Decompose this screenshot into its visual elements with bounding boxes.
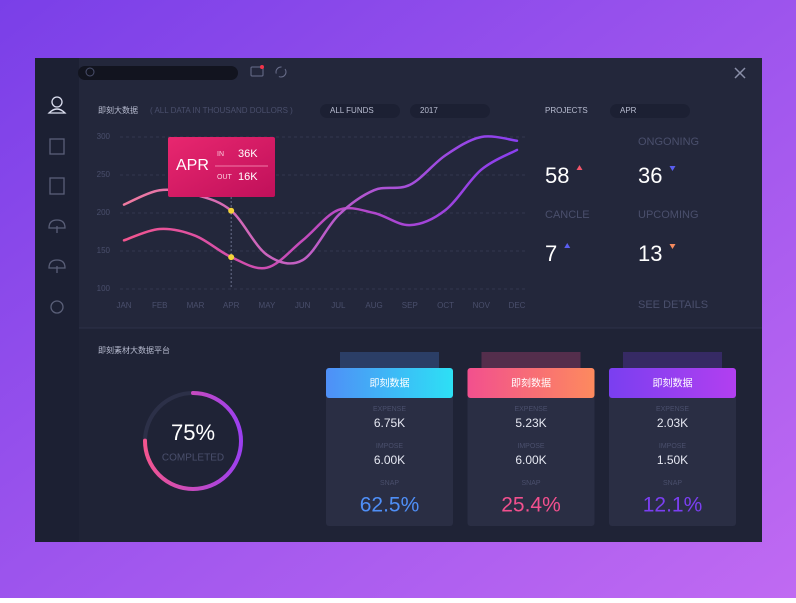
card-label: SNAP (521, 480, 540, 487)
card-title: 即刻数据 (511, 377, 551, 390)
x-tick-label: JUN (295, 301, 311, 310)
trend-up (576, 165, 583, 170)
stat-value: 13 (638, 241, 662, 266)
filter-pill[interactable] (410, 104, 490, 118)
y-tick-label: 150 (97, 246, 111, 255)
panel-title: 即刻大数据 (98, 105, 138, 115)
card-glow (481, 352, 581, 368)
download-icon[interactable] (48, 259, 66, 273)
projects-title: PROJECTS (545, 106, 588, 115)
y-tick-label: 200 (97, 208, 111, 217)
card-label: EXPENSE (373, 406, 406, 413)
trend-down (669, 166, 676, 171)
settings-icon[interactable] (50, 300, 64, 314)
y-tick-label: 300 (97, 132, 111, 141)
panel-note: ( ALL DATA IN THOUSAND DOLLORS ) (150, 106, 293, 115)
upload-icon[interactable] (48, 219, 66, 233)
card-value: 6.00K (515, 453, 546, 467)
card-value: 5.23K (515, 416, 546, 430)
tooltip-month: APR (176, 157, 209, 174)
search-icon (85, 67, 95, 77)
filter[interactable]: 2017 (420, 106, 438, 115)
card-value: 6.75K (374, 416, 405, 430)
card-value: 12.1% (643, 494, 703, 517)
tooltip-label: OUT (217, 174, 233, 181)
card (467, 368, 595, 526)
card-glow (340, 352, 439, 368)
badge (260, 65, 264, 69)
x-tick-label: OCT (437, 301, 454, 310)
card-value: 25.4% (501, 494, 561, 517)
stat-value: 58 (545, 163, 569, 188)
stat-value: 7 (545, 241, 557, 266)
message-icon[interactable] (250, 66, 264, 77)
stat-value: 36 (638, 163, 662, 188)
list-icon[interactable] (49, 177, 65, 195)
tooltip-value: 36K (238, 148, 258, 160)
point (228, 254, 235, 261)
tooltip (168, 137, 275, 197)
stat-label: UPCOMING (638, 209, 699, 221)
card-title: 即刻数据 (370, 377, 410, 390)
card-label: IMPOSE (659, 443, 687, 450)
tooltip-value: 16K (238, 171, 258, 183)
card-label: IMPOSE (376, 443, 404, 450)
progress-caption: COMPLETED (162, 453, 224, 464)
x-tick-label: DEC (509, 301, 526, 310)
stat-label: CANCLE (545, 209, 590, 221)
sidebar (35, 58, 79, 542)
filter-pill[interactable] (610, 104, 690, 118)
card-label: SNAP (663, 480, 682, 487)
bottom-title: 即刻素材大数据平台 (98, 345, 170, 355)
x-tick-label: APR (223, 301, 240, 310)
point (228, 207, 235, 214)
filter[interactable]: ALL FUNDS (330, 106, 374, 115)
trend-down (669, 244, 676, 249)
y-tick-label: 100 (97, 284, 111, 293)
card-label: EXPENSE (656, 406, 689, 413)
card-value: 2.03K (657, 416, 688, 430)
card-value: 1.50K (657, 453, 688, 467)
card-value: 6.00K (374, 453, 405, 467)
card-value: 62.5% (360, 494, 420, 517)
close-button[interactable] (734, 67, 746, 79)
x-tick-label: AUG (365, 301, 382, 310)
line (122, 148, 519, 270)
user-icon[interactable] (47, 108, 67, 114)
y-tick-label: 250 (97, 170, 111, 179)
search-box[interactable] (78, 66, 238, 80)
x-tick-label: JUL (331, 301, 346, 310)
trend-up (564, 243, 571, 248)
x-tick-label: MAR (187, 301, 205, 310)
card (326, 368, 453, 526)
tooltip-label: IN (217, 151, 224, 158)
x-tick-label: NOV (473, 301, 491, 310)
card-header (467, 368, 595, 398)
card-glow (623, 352, 722, 368)
see-details[interactable]: SEE DETAILS (638, 299, 708, 311)
x-tick-label: JAN (116, 301, 131, 310)
card-header (609, 368, 736, 398)
card (609, 368, 736, 526)
card-label: IMPOSE (517, 443, 545, 450)
refresh-icon[interactable] (275, 66, 287, 78)
x-tick-label: FEB (152, 301, 168, 310)
progress-label: 75% (171, 420, 215, 445)
user-icon[interactable] (51, 96, 63, 108)
filter[interactable]: APR (620, 106, 637, 115)
card-title: 即刻数据 (653, 377, 693, 390)
card-label: EXPENSE (514, 406, 547, 413)
stat-label: ONGONING (638, 136, 699, 148)
card-header (326, 368, 453, 398)
filter-pill[interactable] (320, 104, 400, 118)
contact-icon[interactable] (49, 138, 65, 155)
x-tick-label: SEP (402, 301, 418, 310)
x-tick-label: MAY (259, 301, 276, 310)
progress-ring (143, 391, 243, 491)
card-label: SNAP (380, 480, 399, 487)
